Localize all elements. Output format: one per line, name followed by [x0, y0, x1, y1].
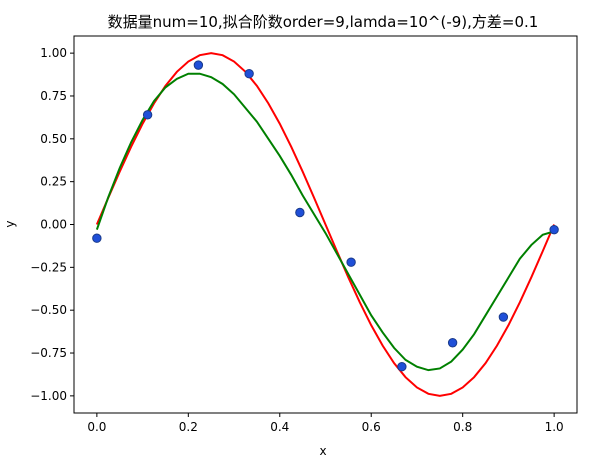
x-tick-label: 0.0: [87, 420, 106, 434]
data-point-1: [142, 110, 153, 120]
data-point-5: [346, 257, 356, 267]
data-point-8: [498, 312, 509, 322]
series-line-1: [95, 72, 555, 372]
data-point-4: [295, 207, 305, 218]
y-tick-label: −0.75: [30, 346, 67, 360]
y-tick-label: −0.50: [30, 303, 67, 317]
x-tick-label: 0.4: [270, 420, 289, 434]
y-tick-label: −1.00: [30, 389, 67, 403]
y-axis-label: y: [3, 220, 17, 227]
y-tick-label: 0.75: [40, 89, 67, 103]
data-point-9: [549, 224, 559, 235]
plot-area: 0.0 0.2 0.4 0.6 0.8 1.0 1.00 0.75 0.50 0.25 0.00 −0…: [30, 35, 578, 434]
data-point-7: [447, 338, 458, 348]
y-tick-label: −0.25: [30, 260, 67, 274]
data-point-2: [193, 60, 204, 70]
x-tick-label: 1.0: [545, 420, 564, 434]
data-point-0: [92, 233, 102, 243]
series-line-0: [95, 52, 556, 397]
chart-title: 数据量num=10,拟合阶数order=9,lamda=10^(-9),方差=0…: [108, 13, 539, 31]
y-tick-label: 1.00: [40, 46, 67, 60]
x-tick-label: 0.8: [453, 420, 472, 434]
y-tick-label: 0.00: [40, 218, 67, 232]
x-axis-label: x: [319, 444, 326, 458]
y-tick-label: 0.50: [40, 132, 67, 146]
data-point-6: [397, 362, 407, 372]
x-tick-label: 0.6: [362, 420, 381, 434]
x-tick-label: 0.2: [179, 420, 198, 434]
y-tick-label: 0.25: [40, 175, 67, 189]
data-point-3: [244, 69, 254, 79]
